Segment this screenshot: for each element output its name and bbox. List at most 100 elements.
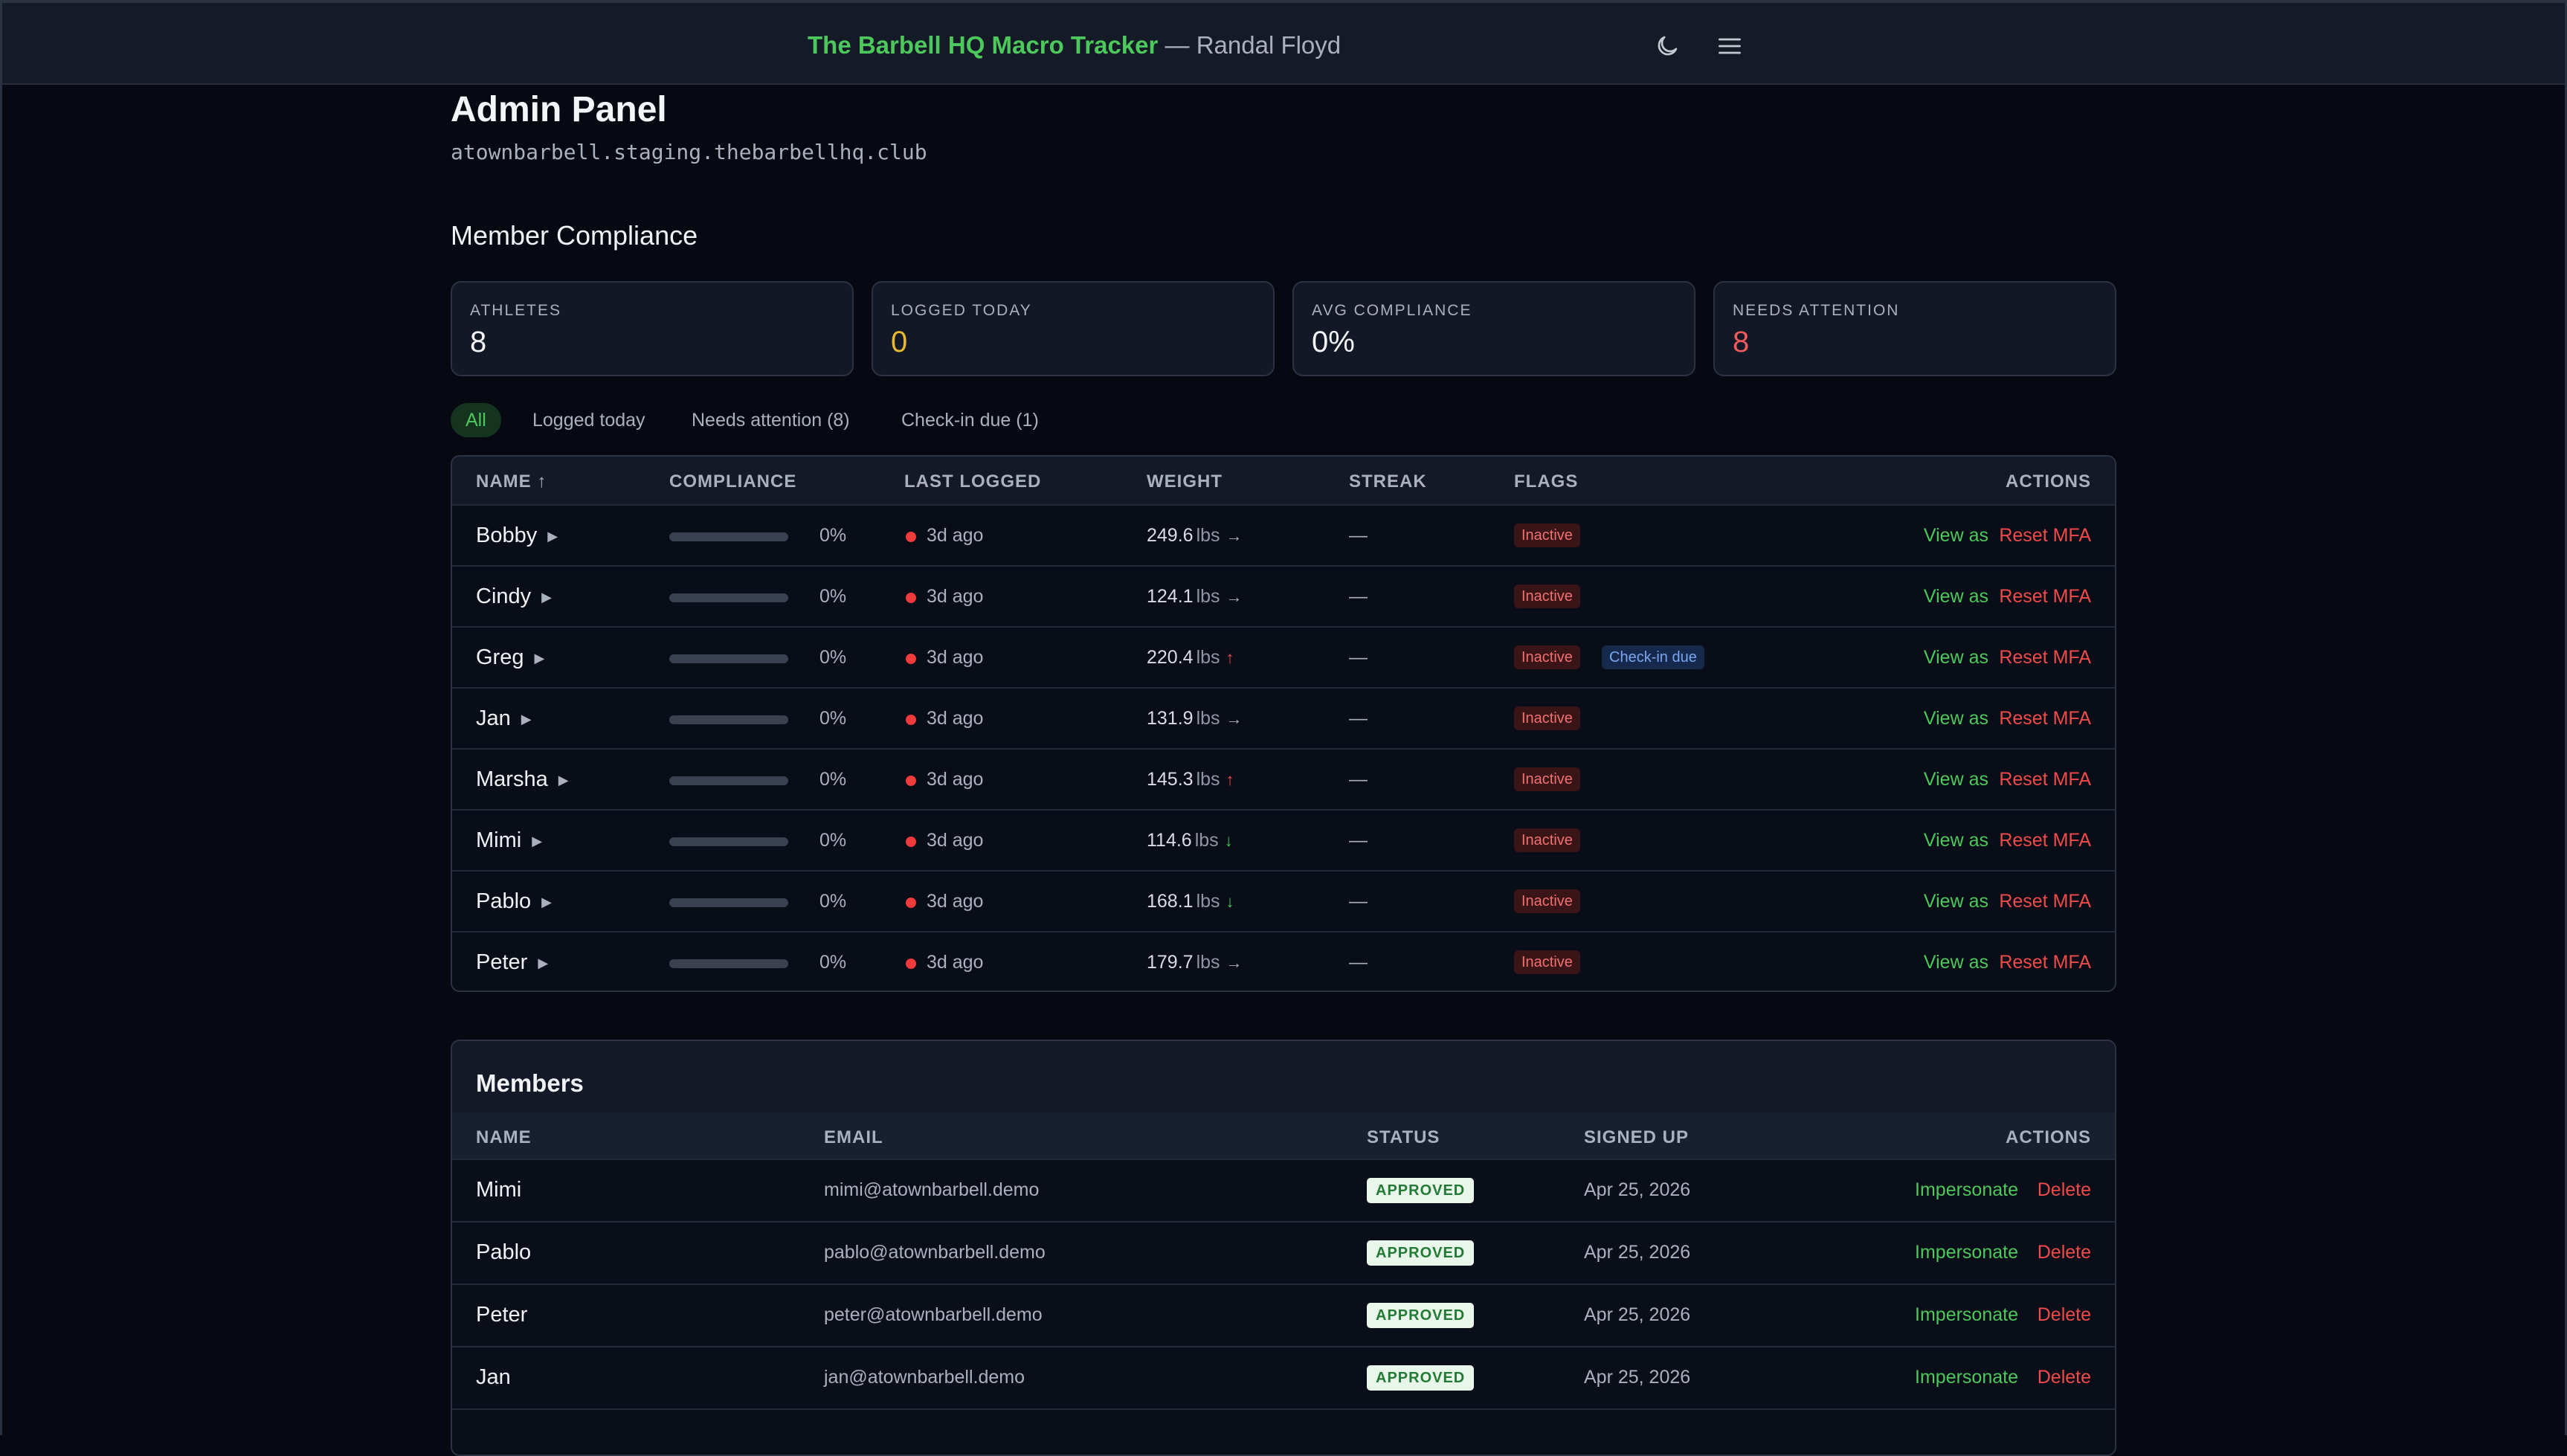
column-header-last-logged[interactable]: LAST LOGGED [904, 471, 1042, 492]
view-as-button[interactable]: View as [1923, 708, 1988, 729]
members-card: Members NAME EMAIL STATUS SIGNED UP ACTI… [451, 1040, 2116, 1456]
filter-check-in-due[interactable]: Check-in due (1) [901, 410, 1039, 431]
filter-needs-attention[interactable]: Needs attention (8) [692, 410, 850, 431]
reset-mfa-button[interactable]: Reset MFA [1999, 708, 2091, 729]
inactive-badge: Inactive [1514, 767, 1580, 791]
view-as-button[interactable]: View as [1923, 647, 1988, 668]
member-name: Bobby [476, 524, 538, 547]
impersonate-button[interactable]: Impersonate [1915, 1179, 2018, 1200]
column-header-actions: ACTIONS [2006, 1127, 2091, 1147]
last-logged: 3d ago [927, 769, 984, 790]
reset-mfa-button[interactable]: Reset MFA [1999, 830, 2091, 851]
column-header-flags[interactable]: FLAGS [1514, 471, 1579, 492]
view-as-button[interactable]: View as [1923, 830, 1988, 851]
current-user: — Randal Floyd [1165, 31, 1342, 59]
trend-arrow-icon: ↓ [1225, 892, 1234, 911]
status-badge: APPROVED [1367, 1365, 1475, 1391]
member-name-expand[interactable]: Pablo ▶ [476, 889, 552, 914]
compliance-section-title: Member Compliance [451, 220, 698, 251]
last-logged: 3d ago [927, 891, 984, 912]
member-name-expand[interactable]: Bobby ▶ [476, 524, 558, 548]
filter-chips: All Logged today Needs attention (8) Che… [451, 403, 2116, 439]
table-row: Peter peter@atownbarbell.demo APPROVED Apr … [452, 1283, 2115, 1347]
weight: 145.3 lbs ↑ [1147, 769, 1234, 790]
reset-mfa-button[interactable]: Reset MFA [1999, 891, 2091, 912]
page-title: Admin Panel [451, 90, 667, 129]
streak: — [1349, 891, 1368, 912]
inactive-badge: Inactive [1514, 950, 1580, 974]
compliance-bar [669, 959, 788, 968]
delete-button[interactable]: Delete [2037, 1242, 2091, 1263]
trend-arrow-icon: ↓ [1224, 831, 1233, 850]
view-as-button[interactable]: View as [1923, 769, 1988, 790]
member-name-expand[interactable]: Greg ▶ [476, 645, 544, 670]
status-dot-icon [906, 776, 916, 786]
table-row: Marsha ▶ 0% 3d ago 145.3 lbs ↑ — Inactive Reset M… [452, 748, 2115, 811]
reset-mfa-button[interactable]: Reset MFA [1999, 525, 2091, 546]
theme-toggle-button[interactable] [1649, 28, 1685, 64]
stat-label: NEEDS ATTENTION [1733, 302, 1900, 319]
impersonate-button[interactable]: Impersonate [1915, 1367, 2018, 1388]
weight-value: 114.6 [1147, 830, 1192, 851]
streak: — [1349, 830, 1368, 851]
status-dot-icon [906, 654, 916, 664]
status-badge: APPROVED [1367, 1303, 1475, 1328]
reset-mfa-button[interactable]: Reset MFA [1999, 647, 2091, 668]
stat-card-logged-today: LOGGED TODAY 0 [872, 281, 1275, 376]
view-as-button[interactable]: View as [1923, 891, 1988, 912]
menu-button[interactable] [1712, 28, 1748, 64]
column-header-compliance[interactable]: COMPLIANCE [669, 471, 797, 492]
reset-mfa-button[interactable]: Reset MFA [1999, 586, 2091, 607]
compliance-table-header: NAME ↑ COMPLIANCE LAST LOGGED WEIGHT STR… [452, 457, 2115, 504]
reset-mfa-button[interactable]: Reset MFA [1999, 769, 2091, 790]
compliance-bar [669, 532, 788, 541]
stat-value: 0 [891, 326, 908, 358]
column-header-name[interactable]: NAME ↑ [476, 471, 547, 492]
compliance-percent: 0% [819, 586, 847, 607]
member-name-expand[interactable]: Mimi ▶ [476, 828, 542, 853]
members-title: Members [476, 1069, 584, 1097]
delete-button[interactable]: Delete [2037, 1304, 2091, 1325]
weight-value: 249.6 [1147, 525, 1194, 546]
table-row: Jan jan@atownbarbell.demo APPROVED Apr 25, … [452, 1346, 2115, 1410]
weight-unit: lbs [1196, 647, 1220, 668]
view-as-button[interactable]: View as [1923, 586, 1988, 607]
column-header-streak[interactable]: STREAK [1349, 471, 1427, 492]
reset-mfa-button[interactable]: Reset MFA [1999, 952, 2091, 973]
impersonate-button[interactable]: Impersonate [1915, 1304, 2018, 1325]
stat-value: 8 [1733, 326, 1750, 358]
member-name: Mimi [476, 1178, 522, 1202]
member-name-expand[interactable]: Peter ▶ [476, 950, 548, 975]
expand-caret-icon: ▶ [521, 711, 532, 727]
expand-caret-icon: ▶ [538, 955, 549, 970]
expand-caret-icon: ▶ [534, 650, 545, 666]
member-name: Pablo [476, 889, 532, 913]
table-row [452, 1408, 2115, 1455]
filter-all[interactable]: All [451, 403, 501, 437]
signed-up-date: Apr 25, 2026 [1584, 1304, 1691, 1325]
table-row: Bobby ▶ 0% 3d ago 249.6 lbs → — Inactive Reset MF… [452, 504, 2115, 567]
app-title[interactable]: The Barbell HQ Macro Tracker [808, 31, 1159, 59]
weight-unit: lbs [1196, 586, 1220, 607]
trend-arrow-icon: → [1225, 709, 1243, 728]
member-name-expand[interactable]: Cindy ▶ [476, 584, 552, 609]
impersonate-button[interactable]: Impersonate [1915, 1242, 2018, 1263]
view-as-button[interactable]: View as [1923, 952, 1988, 973]
weight-value: 131.9 [1147, 708, 1194, 729]
filter-logged-today[interactable]: Logged today [532, 410, 645, 431]
column-header-weight[interactable]: WEIGHT [1147, 471, 1223, 492]
weight-unit: lbs [1196, 525, 1220, 546]
streak: — [1349, 647, 1368, 668]
weight: 131.9 lbs → [1147, 708, 1243, 729]
delete-button[interactable]: Delete [2037, 1179, 2091, 1200]
status-badge: APPROVED [1367, 1240, 1475, 1266]
stat-card-avg-compliance: AVG COMPLIANCE 0% [1292, 281, 1695, 376]
member-name-expand[interactable]: Jan ▶ [476, 706, 532, 731]
weight-unit: lbs [1194, 830, 1219, 851]
trend-arrow-icon: → [1225, 587, 1243, 606]
status-badge: APPROVED [1367, 1178, 1475, 1203]
tenant-domain: atownbarbell.staging.thebarbellhq.club [451, 140, 927, 164]
delete-button[interactable]: Delete [2037, 1367, 2091, 1388]
member-name-expand[interactable]: Marsha ▶ [476, 767, 569, 792]
view-as-button[interactable]: View as [1923, 525, 1988, 546]
